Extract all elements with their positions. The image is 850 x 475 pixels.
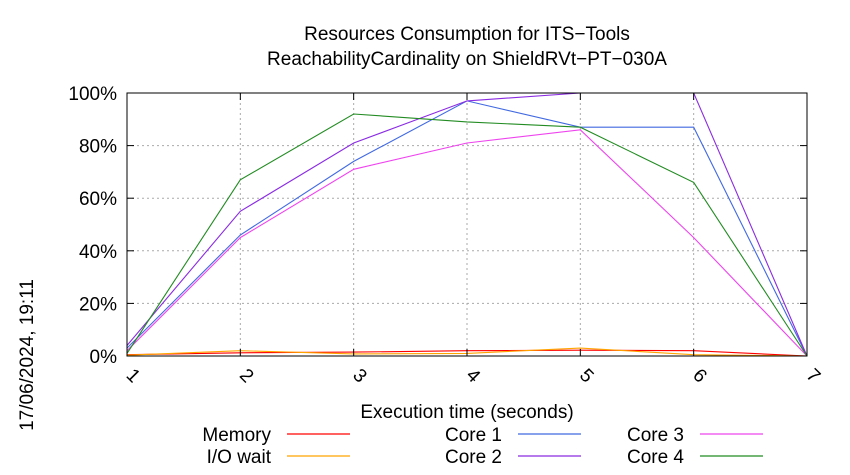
y-tick-label: 20% xyxy=(79,294,117,315)
y-tick-label: 100% xyxy=(68,84,117,105)
legend-label: Core 4 xyxy=(627,447,684,468)
y-tick-label: 60% xyxy=(79,189,117,210)
x-tick-label: 6 xyxy=(688,365,710,387)
x-axis-label: Execution time (seconds) xyxy=(360,402,573,423)
series-line-core-3 xyxy=(126,129,808,357)
legend-label: Core 2 xyxy=(445,447,502,468)
y-tick-label: 0% xyxy=(90,347,118,368)
legend-label: Core 1 xyxy=(445,425,502,446)
y-tick-labels: 0% 20% 40% 60% 80% 100% xyxy=(68,84,117,368)
series-line-core-4 xyxy=(126,113,808,357)
x-tick-label: 3 xyxy=(348,365,370,387)
x-tick-labels: 1 2 3 4 5 6 7 xyxy=(122,365,824,388)
x-tick-label: 7 xyxy=(802,365,824,387)
y-tick-label: 80% xyxy=(79,137,117,158)
legend-label: Core 3 xyxy=(627,425,684,446)
chart-subtitle: ReachabilityCardinality on ShieldRVt−PT−… xyxy=(267,49,667,70)
legend-label: I/O wait xyxy=(207,447,272,468)
x-tick-label: 4 xyxy=(462,365,485,388)
legend-label: Memory xyxy=(202,425,271,446)
timestamp-label: 17/06/2024, 19:11 xyxy=(17,279,38,431)
y-tick-label: 40% xyxy=(79,242,117,263)
x-tick-label: 5 xyxy=(575,365,597,387)
x-tick-label: 2 xyxy=(235,365,257,387)
chart-title: Resources Consumption for ITS−Tools xyxy=(304,24,630,45)
x-tick-label: 1 xyxy=(122,365,144,387)
tick-marks xyxy=(126,92,808,357)
